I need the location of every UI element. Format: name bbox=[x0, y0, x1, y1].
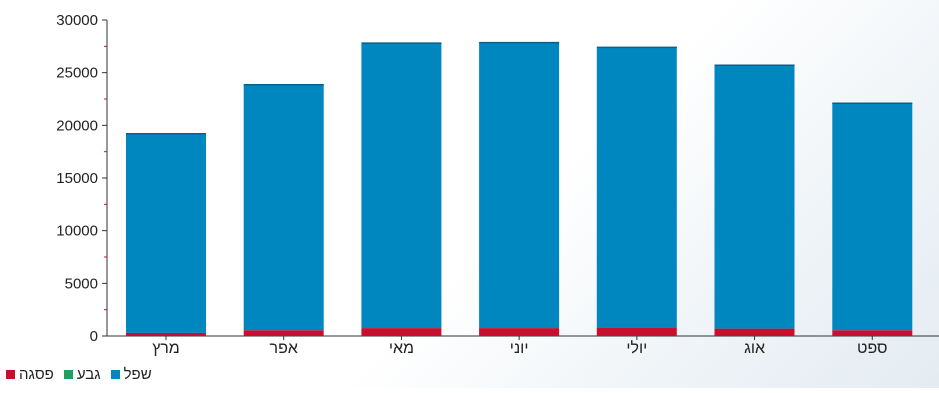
y-tick-label: 0 bbox=[90, 328, 98, 345]
bar-segment bbox=[596, 327, 677, 336]
x-tick-label: ספט bbox=[857, 340, 888, 357]
bar-segment bbox=[714, 328, 795, 336]
x-tick-label: יולי bbox=[626, 339, 647, 357]
y-tick-label: 5000 bbox=[65, 275, 98, 292]
legend-label-shoulder: גבע bbox=[76, 366, 101, 383]
y-tick-label: 10000 bbox=[56, 223, 98, 240]
bar-segment bbox=[832, 103, 913, 331]
x-tick-label: אוג bbox=[744, 340, 765, 357]
bar-segment bbox=[479, 328, 560, 336]
x-tick-label: מרץ bbox=[152, 340, 180, 357]
legend-item-peak[interactable]: פסגה bbox=[6, 366, 54, 383]
legend-label-peak: פסגה bbox=[19, 366, 54, 383]
bar-segment bbox=[479, 42, 560, 329]
x-tick-label: מאי bbox=[389, 340, 414, 357]
bar-segment bbox=[832, 330, 913, 336]
bar-segment bbox=[126, 332, 206, 336]
bar-segment bbox=[243, 330, 324, 336]
x-tick-label: יוני bbox=[510, 340, 529, 357]
bar-segment bbox=[361, 328, 442, 336]
bar-segment bbox=[126, 133, 206, 333]
y-tick-label: 20000 bbox=[56, 117, 98, 134]
bar-segment bbox=[243, 84, 324, 331]
x-tick-label: אפר bbox=[270, 340, 298, 357]
y-tick-label: 15000 bbox=[56, 170, 98, 187]
legend-label-offpeak: שפל bbox=[123, 366, 152, 383]
legend-swatch-shoulder bbox=[63, 370, 73, 379]
y-tick-label: 30000 bbox=[56, 12, 98, 29]
bar-segment bbox=[714, 65, 795, 329]
chart-legend: פסגה גבע שפל bbox=[6, 366, 152, 383]
x-axis-labels: מרץ אפר מאי יוני יולי אוג ספט bbox=[152, 336, 888, 357]
legend-swatch-offpeak bbox=[110, 370, 120, 379]
legend-item-shoulder[interactable]: גבע bbox=[63, 366, 101, 383]
bar-segment bbox=[361, 43, 442, 329]
legend-swatch-peak bbox=[6, 370, 15, 379]
chart-bars bbox=[125, 41, 913, 336]
legend-item-offpeak[interactable]: שפל bbox=[110, 366, 152, 383]
bar-segment bbox=[596, 47, 677, 328]
y-tick-label: 25000 bbox=[56, 65, 98, 82]
